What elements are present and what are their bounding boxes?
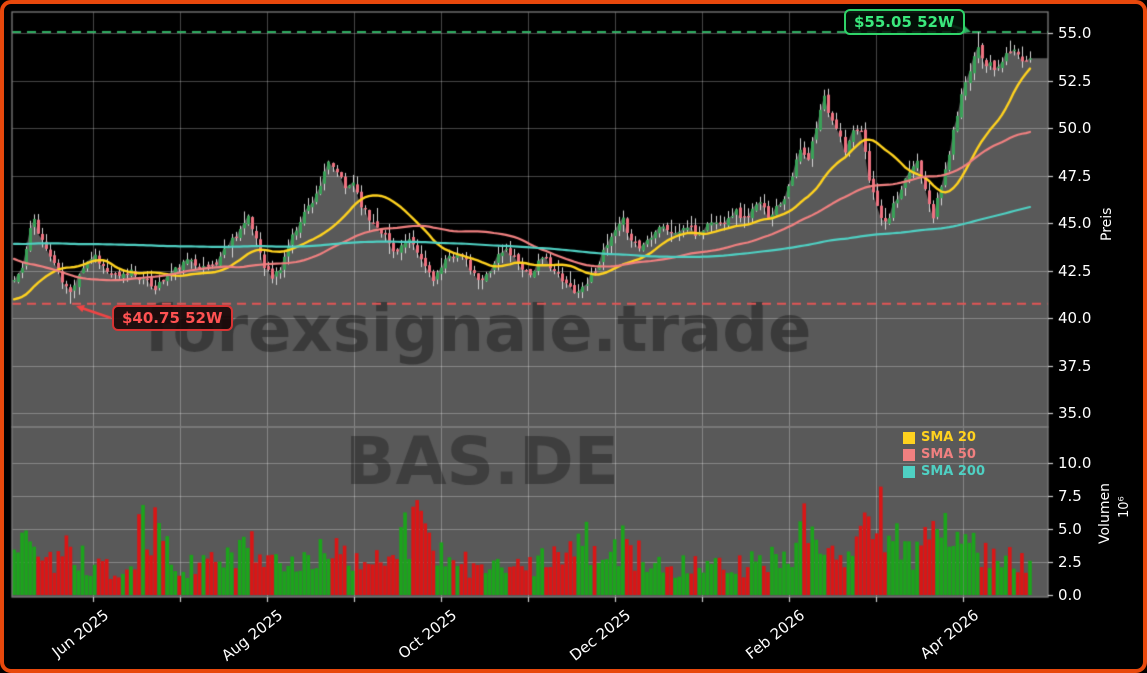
- price-tick-label: 37.5: [1058, 356, 1092, 375]
- price-axis-title: Preis: [1099, 207, 1115, 241]
- volume-tick-label: 2.5: [1058, 553, 1082, 571]
- legend-item: SMA 20: [903, 429, 985, 446]
- price-tick-label: 40.0: [1058, 309, 1092, 327]
- price-tick-label: 55.0: [1058, 24, 1092, 42]
- legend-swatch: [903, 431, 915, 444]
- volume-tick-label: 7.5: [1058, 487, 1082, 505]
- volume-tick-label: 0.0: [1058, 586, 1082, 604]
- legend-item: SMA 50: [903, 446, 985, 463]
- legend-item: SMA 200: [903, 463, 985, 480]
- price-tick-label: 50.0: [1058, 119, 1092, 137]
- legend-swatch: [903, 465, 915, 478]
- price-tick-label: 45.0: [1058, 214, 1092, 232]
- sma-legend: SMA 20 SMA 50 SMA 200: [903, 429, 985, 480]
- legend-swatch: [903, 448, 915, 461]
- price-tick-label: 52.5: [1058, 71, 1092, 90]
- volume-axis-exponent: 10⁶: [1117, 496, 1132, 518]
- legend-label: SMA 20: [921, 430, 976, 445]
- high-52w-badge: $55.05 52W: [844, 9, 965, 35]
- low-52w-badge: $40.75 52W: [112, 305, 233, 331]
- volume-tick-label: 10.0: [1058, 454, 1092, 472]
- legend-label: SMA 200: [921, 464, 986, 479]
- price-tick-label: 35.0: [1058, 404, 1092, 422]
- volume-tick-label: 5.0: [1058, 520, 1082, 538]
- legend-label: SMA 50: [921, 447, 976, 462]
- price-tick-label: 42.5: [1058, 261, 1092, 280]
- volume-axis-title: Volumen: [1097, 483, 1113, 544]
- price-tick-label: 47.5: [1058, 166, 1092, 185]
